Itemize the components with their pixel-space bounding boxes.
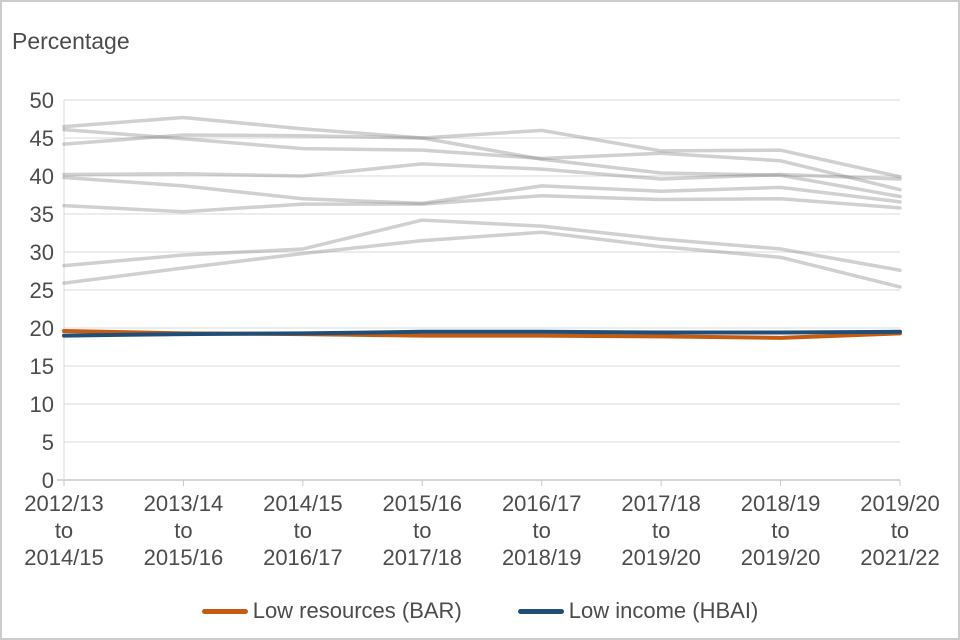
y-axis-tick-label: 5 <box>42 430 54 455</box>
background-series-line <box>62 162 902 181</box>
x-axis-tick-label: 2018/19 to 2019/20 <box>741 491 821 570</box>
background-series-line <box>62 133 902 199</box>
y-axis-tick-label: 40 <box>30 164 54 189</box>
background-series-line <box>62 115 902 179</box>
y-axis-units-label: Percentage <box>12 28 130 54</box>
background-series-line <box>62 218 902 272</box>
background-series-line <box>62 194 902 214</box>
y-axis-tick-label: 45 <box>30 126 54 151</box>
x-axis-tick-label: 2016/17 to 2018/19 <box>502 491 582 570</box>
y-axis-tick-label: 10 <box>30 392 54 417</box>
x-axis-tick-label: 2015/16 to 2017/18 <box>383 491 463 570</box>
legend-item-low-income-hbai: Low income (HBAI) <box>517 598 759 624</box>
x-axis-tick-label: 2013/14 to 2015/16 <box>144 491 224 570</box>
y-axis-tick-label: 15 <box>30 354 54 379</box>
legend-label-low-resources: Low resources (BAR) <box>252 598 462 623</box>
y-axis-tick-label: 50 <box>30 88 54 113</box>
x-axis-tick-label: 2012/13 to 2014/15 <box>24 491 104 570</box>
legend-swatch-low-income-icon <box>517 608 564 614</box>
y-axis-tick-label: 25 <box>30 278 54 303</box>
legend-swatch-low-resources-icon <box>201 608 248 614</box>
y-axis-tick-label: 20 <box>30 316 54 341</box>
series-line-low-income-hbai <box>62 329 902 338</box>
x-axis-tick-label: 2017/18 to 2019/20 <box>621 491 701 570</box>
background-series-line <box>62 127 902 192</box>
legend-item-low-resources-bar: Low resources (BAR) <box>201 598 462 624</box>
legend: Low resources (BAR) Low income (HBAI) <box>2 598 958 624</box>
y-axis-tick-label: 35 <box>30 202 54 227</box>
x-axis-tick-label: 2019/20 to 2021/22 <box>860 491 940 570</box>
y-axis-tick-label: 30 <box>30 240 54 265</box>
background-series-line <box>62 175 902 206</box>
x-axis-tick-label: 2014/15 to 2016/17 <box>263 491 343 570</box>
legend-label-low-income: Low income (HBAI) <box>568 598 759 623</box>
y-axis-tick-label: 0 <box>42 468 54 493</box>
background-series-line <box>62 230 902 289</box>
